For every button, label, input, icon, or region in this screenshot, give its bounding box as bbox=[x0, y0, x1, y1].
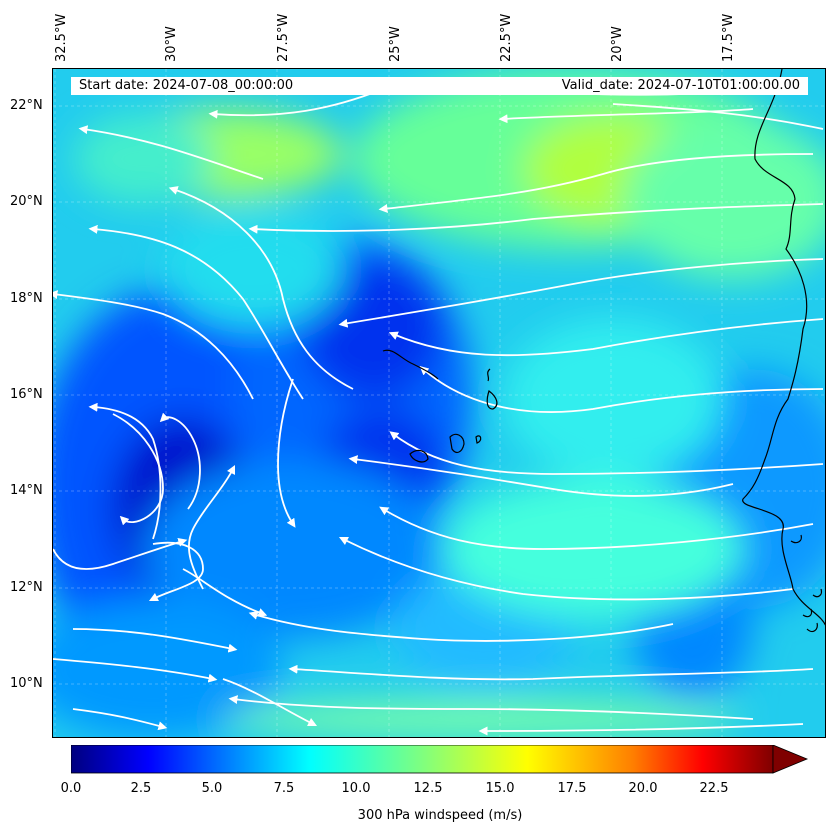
valid-date-label: Valid_date: 2024-07-10T01:00:00.00 bbox=[561, 78, 800, 93]
colorbar-tick-7-5: 7.5 bbox=[273, 781, 295, 796]
lat-label-20n: 20°N bbox=[10, 194, 43, 209]
start-date-label: Start date: 2024-07-08_00:00:00 bbox=[79, 78, 294, 93]
map-info-bar: Start date: 2024-07-08_00:00:00 Valid_da… bbox=[71, 77, 808, 95]
colorbar-tick-15: 15.0 bbox=[485, 781, 515, 796]
lon-label-32-5w: 32.5°W bbox=[54, 13, 69, 62]
lat-label-18n: 18°N bbox=[10, 291, 43, 306]
lon-label-25w: 25°W bbox=[388, 26, 403, 62]
colorbar-tick-5: 5.0 bbox=[201, 781, 223, 796]
streamlines bbox=[53, 79, 824, 736]
windspeed-field bbox=[53, 69, 825, 737]
colorbar-tick-22-5: 22.5 bbox=[699, 781, 729, 796]
lat-label-22n: 22°N bbox=[10, 98, 43, 113]
colorbar-tick-17-5: 17.5 bbox=[557, 781, 587, 796]
windspeed-map bbox=[53, 69, 825, 737]
colorbar-tick-0: 0.0 bbox=[60, 781, 82, 796]
lon-label-27-5w: 27.5°W bbox=[276, 13, 291, 62]
colorbar-label: 300 hPa windspeed (m/s) bbox=[357, 808, 523, 823]
lon-label-17-5w: 17.5°W bbox=[721, 13, 736, 62]
lat-label-16n: 16°N bbox=[10, 387, 43, 402]
lat-label-14n: 14°N bbox=[10, 483, 43, 498]
lon-label-22-5w: 22.5°W bbox=[499, 13, 514, 62]
coastline bbox=[382, 69, 825, 633]
windspeed-colorbar bbox=[71, 745, 809, 774]
colorbar-tick-10: 10.0 bbox=[341, 781, 371, 796]
colorbar-tick-2-5: 2.5 bbox=[130, 781, 152, 796]
lat-label-12n: 12°N bbox=[10, 580, 43, 595]
lon-label-30w: 30°W bbox=[164, 26, 179, 62]
lon-label-20w: 20°W bbox=[610, 26, 625, 62]
colorbar-tick-12-5: 12.5 bbox=[413, 781, 443, 796]
colorbar-tick-20: 20.0 bbox=[628, 781, 658, 796]
lat-label-10n: 10°N bbox=[10, 676, 43, 691]
map-plot bbox=[52, 68, 826, 738]
